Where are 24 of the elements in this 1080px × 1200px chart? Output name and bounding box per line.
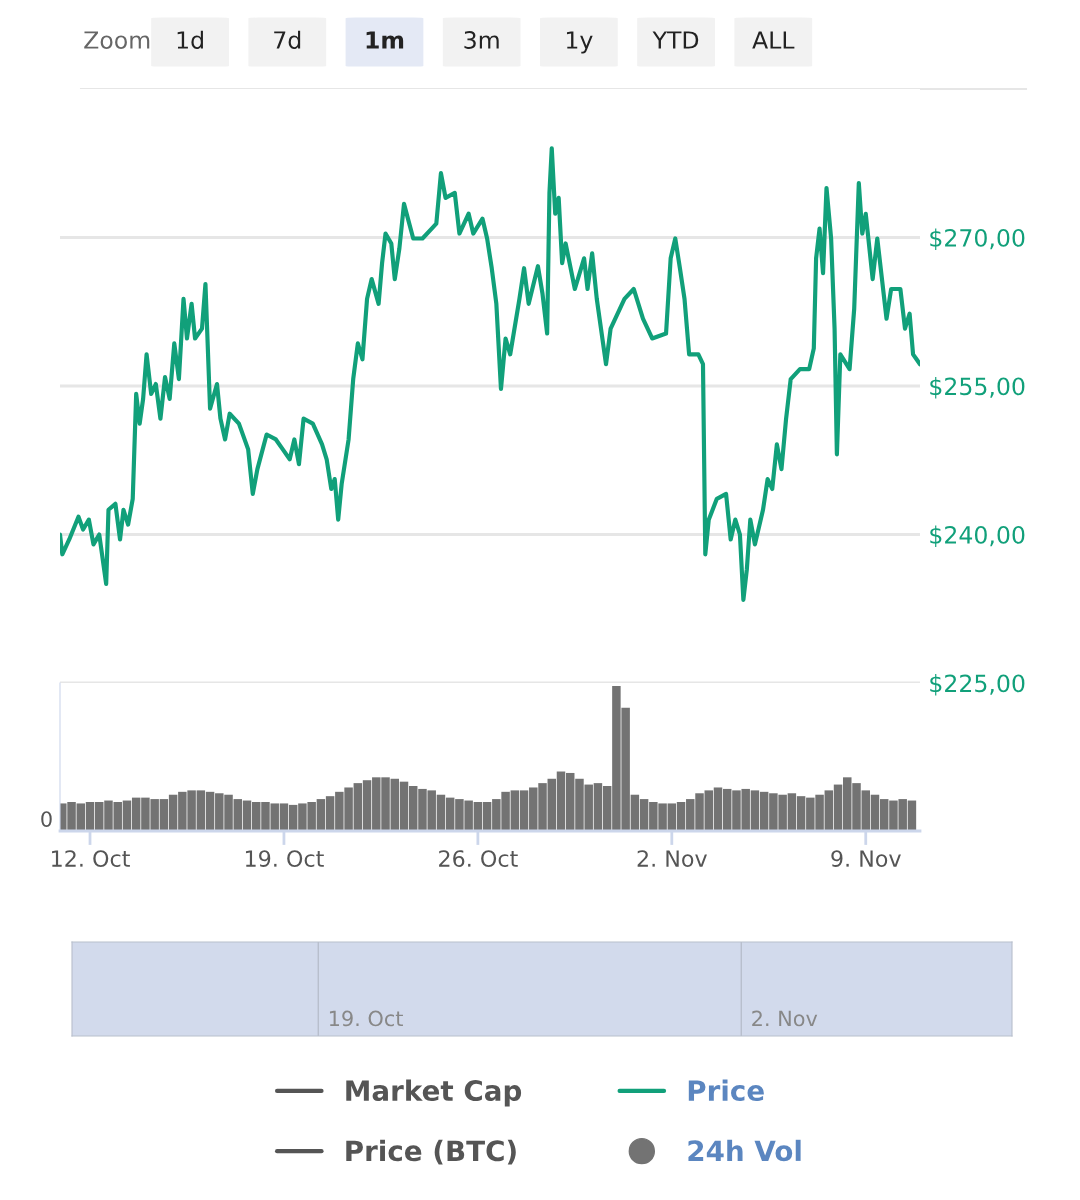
x-tick-label: 12. Oct — [52, 850, 130, 867]
x-tick-label: 26. Oct — [439, 850, 518, 867]
text: 1m — [366, 31, 404, 49]
text: 3m — [464, 31, 499, 49]
text: 19. Oct — [329, 1010, 403, 1027]
text: 1d — [177, 30, 203, 49]
legend-label: Price (BTC) — [346, 1139, 516, 1165]
text: 1y — [566, 31, 593, 54]
y-tick-label: $270,00 — [930, 228, 1025, 250]
text: YTD — [652, 31, 699, 49]
x-tick-label: 19. Oct — [245, 850, 324, 867]
legend-label: 24h Vol — [688, 1139, 801, 1162]
y-tick-label: $225,00 — [930, 674, 1025, 696]
text: 2. Nov — [752, 1010, 818, 1027]
text: 7d — [274, 30, 301, 49]
x-tick-label: 9. Nov — [831, 850, 901, 867]
y-tick-label: $255,00 — [930, 377, 1025, 399]
text: ALL — [752, 31, 795, 49]
text: Zoom — [84, 31, 150, 49]
legend-label: Price — [688, 1079, 764, 1102]
y-tick-label: $240,00 — [930, 525, 1025, 547]
x-tick-label: 2. Nov — [637, 850, 707, 867]
text: 0 — [41, 811, 52, 827]
legend-label: Market Cap — [346, 1079, 522, 1107]
